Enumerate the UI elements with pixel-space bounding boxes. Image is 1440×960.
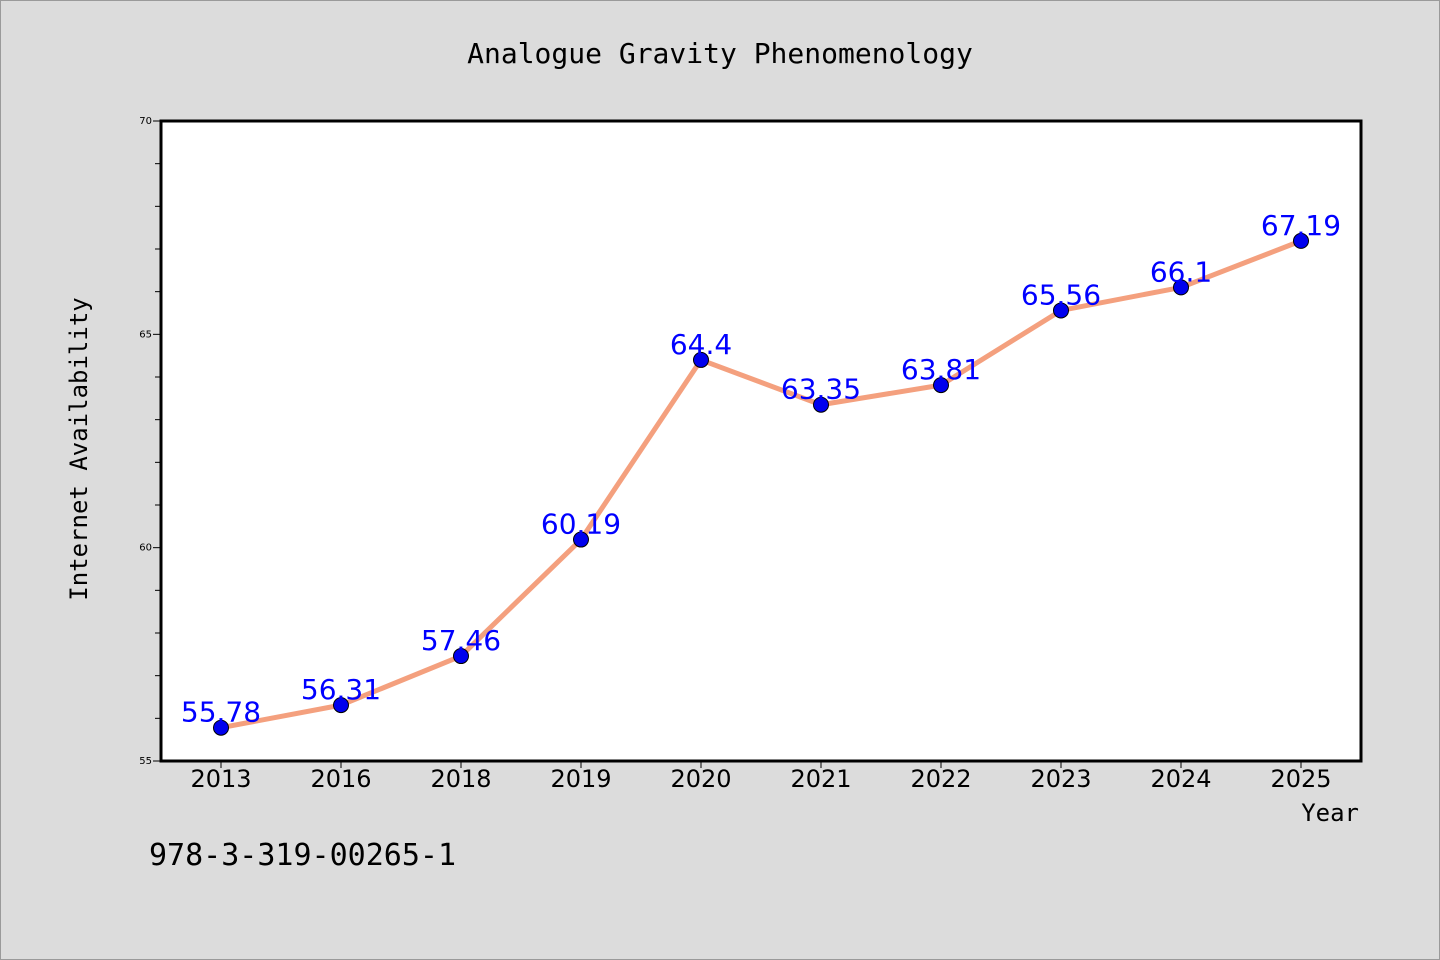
data-label: 64.4 xyxy=(670,328,732,361)
x-tick-label: 2018 xyxy=(430,765,491,793)
data-label: 55.78 xyxy=(181,696,261,729)
x-tick-label: 2024 xyxy=(1150,765,1211,793)
x-tick-label: 2016 xyxy=(310,765,371,793)
data-point xyxy=(1173,279,1189,296)
data-label: 63.81 xyxy=(901,353,981,386)
x-tick-label: 2020 xyxy=(670,765,731,793)
chart-title: Analogue Gravity Phenomenology xyxy=(467,37,973,70)
y-tick-label: 60 xyxy=(139,543,152,554)
data-label: 63.35 xyxy=(781,373,861,406)
data-label: 57.46 xyxy=(421,624,501,657)
data-label: 66.1 xyxy=(1150,255,1212,288)
data-point xyxy=(693,351,709,368)
plot-area xyxy=(159,119,1363,763)
data-label: 56.31 xyxy=(301,673,381,706)
x-axis-ticks: 2013 2016 2018 2019 2020 2021 2022 2023 2024 2025 xyxy=(190,761,1332,793)
series-layer xyxy=(213,232,1309,736)
footer-identifier: 978-3-319-00265-1 xyxy=(149,838,456,873)
data-point xyxy=(573,531,589,548)
data-point xyxy=(1293,232,1309,249)
data-label: 65.56 xyxy=(1021,278,1101,311)
data-point xyxy=(213,719,229,736)
data-point xyxy=(333,697,349,714)
data-point xyxy=(453,648,469,665)
x-tick-label: 2013 xyxy=(190,765,251,793)
x-tick-label: 2022 xyxy=(910,765,971,793)
y-tick-label: 65 xyxy=(139,329,152,340)
data-point xyxy=(813,396,829,413)
y-axis-label: Internet Availability xyxy=(65,297,93,600)
x-tick-label: 2019 xyxy=(550,765,611,793)
y-axis-ticks: 55 60 65 70 xyxy=(139,116,161,767)
data-labels: 55.78 56.31 57.46 60.19 64.4 63.35 63.81 65.56 6… xyxy=(181,209,1341,729)
data-label: 67.19 xyxy=(1261,209,1341,242)
x-axis-label: Year xyxy=(1301,799,1359,827)
series-line xyxy=(218,238,1304,731)
data-point xyxy=(1053,302,1069,319)
y-tick-label: 70 xyxy=(139,116,152,127)
y-tick-label: 55 xyxy=(139,756,152,767)
data-point xyxy=(933,377,949,394)
data-label: 60.19 xyxy=(541,508,621,541)
x-tick-label: 2023 xyxy=(1030,765,1091,793)
x-tick-label: 2025 xyxy=(1270,765,1331,793)
x-tick-label: 2021 xyxy=(790,765,851,793)
